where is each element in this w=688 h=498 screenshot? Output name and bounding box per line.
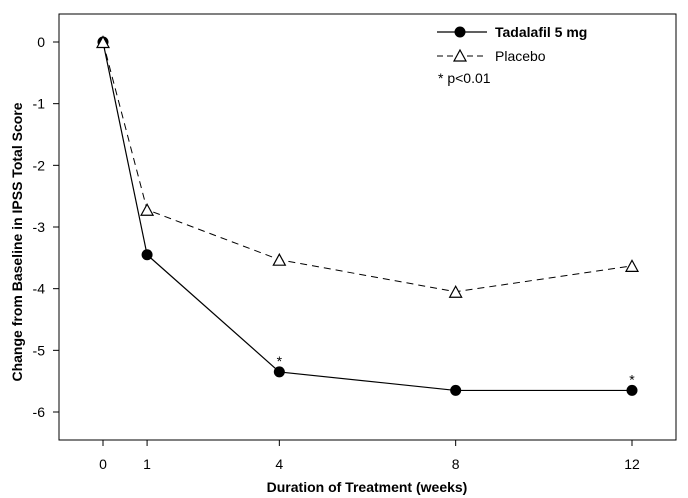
y-tick-label: -5 <box>33 342 46 358</box>
point-tadalafil <box>626 384 638 396</box>
y-tick-label: -4 <box>33 281 46 297</box>
y-axis-title: Change from Baseline in IPSS Total Score <box>9 102 25 381</box>
x-tick-label: 4 <box>275 456 283 472</box>
point-placebo <box>624 259 640 272</box>
legend: Tadalafil 5 mg Placebo * p<0.01 <box>437 24 587 86</box>
plot-frame <box>58 13 677 441</box>
x-tick-label: 12 <box>624 456 640 472</box>
y-tick-label: -1 <box>33 96 46 112</box>
legend-significance-note: * p<0.01 <box>438 70 491 86</box>
y-tick-label: 0 <box>37 34 45 50</box>
series-line-placebo <box>102 41 633 293</box>
legend-marker-placebo <box>452 48 468 62</box>
legend-label-tadalafil: Tadalafil 5 mg <box>495 24 587 40</box>
x-tick-label: 0 <box>99 456 107 472</box>
point-placebo <box>448 284 463 298</box>
legend-marker-tadalafil <box>454 26 466 38</box>
significance-marker: * <box>629 371 635 387</box>
y-tick-label: -2 <box>33 157 46 173</box>
series-line-tadalafil <box>102 41 632 392</box>
point-placebo <box>272 252 287 266</box>
point-tadalafil <box>141 249 153 261</box>
x-axis-ticks: 0 1 4 8 12 <box>99 440 640 472</box>
x-tick-label: 1 <box>143 456 151 472</box>
point-tadalafil <box>273 366 285 378</box>
y-tick-label: -6 <box>33 404 46 420</box>
x-axis-title: Duration of Treatment (weeks) <box>267 479 468 495</box>
y-tick-label: -3 <box>33 219 46 235</box>
point-placebo <box>95 35 111 49</box>
series-layer: ** <box>95 35 640 396</box>
x-tick-label: 8 <box>452 456 460 472</box>
significance-marker: * <box>277 353 283 369</box>
legend-label-placebo: Placebo <box>495 48 546 64</box>
point-tadalafil <box>450 384 462 396</box>
point-placebo <box>140 202 155 216</box>
axes <box>58 13 677 441</box>
y-axis-ticks: 0 -1 -2 -3 -4 -5 -6 <box>33 34 59 420</box>
